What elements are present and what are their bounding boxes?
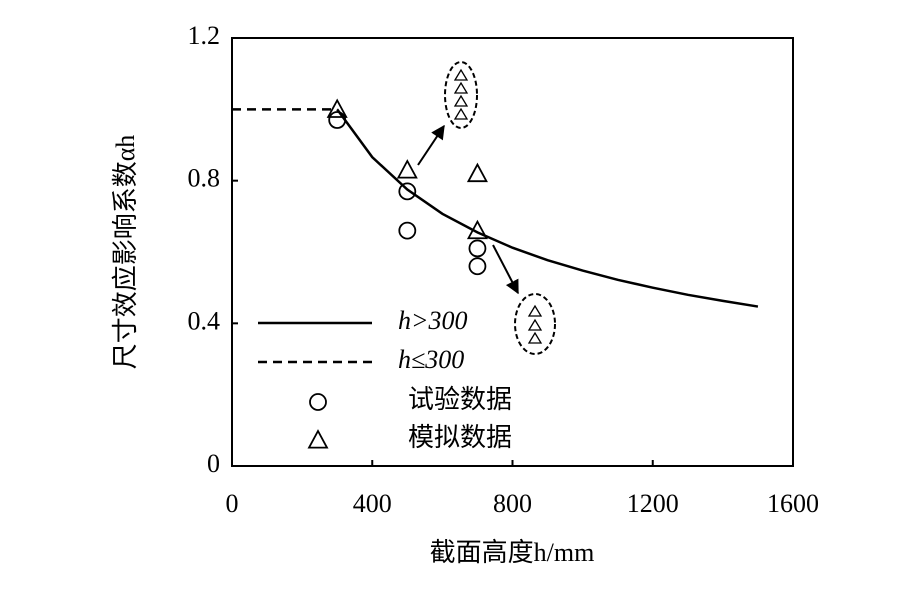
series-line — [336, 108, 759, 308]
legend-swatch — [307, 429, 329, 449]
y-tick-label: 0.8 — [188, 164, 221, 193]
x-tick-label: 0 — [226, 489, 239, 518]
data-point — [468, 239, 487, 258]
x-axis-label: 截面高度h/mm — [430, 538, 595, 567]
data-point — [326, 98, 348, 118]
plot-frame — [231, 37, 794, 467]
data-point — [328, 111, 347, 129]
x-tick-label: 800 — [493, 489, 532, 518]
x-tick-label: 400 — [353, 489, 392, 518]
annotations — [417, 61, 556, 355]
legend-label: h≤300 — [398, 345, 464, 374]
legend-swatch — [309, 393, 327, 411]
legend-label: 试验数据 — [408, 385, 512, 414]
y-tick-label: 0.4 — [188, 306, 221, 335]
legend-label: 模拟数据 — [408, 423, 512, 452]
y-axis-label: 尺寸效应影响系数αh — [111, 135, 140, 370]
data-point — [396, 159, 418, 179]
x-tick-label: 1600 — [767, 489, 819, 518]
x-tick-label: 1200 — [627, 489, 679, 518]
data-point — [398, 182, 417, 201]
data-point — [468, 257, 487, 276]
y-tick-label: 0 — [207, 449, 220, 478]
data-point — [466, 219, 488, 240]
y-tick-label: 1.2 — [188, 21, 221, 50]
data-point — [398, 221, 417, 240]
legend-label: h>300 — [398, 306, 468, 335]
data-point — [466, 162, 488, 183]
